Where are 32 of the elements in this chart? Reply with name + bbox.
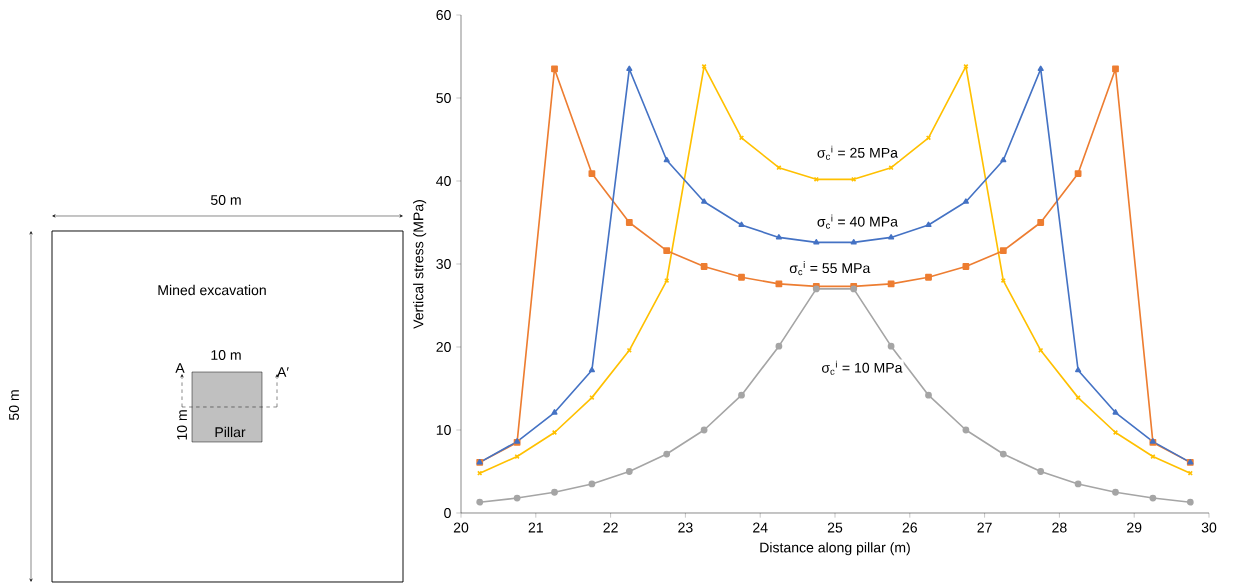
series-label: σ$_{c}$$^{i}$ = 25 MPa: [817, 145, 898, 160]
y-tick-label: 40: [436, 176, 451, 186]
series-label: σ$_{c}$$^{i}$ = 10 MPa: [821, 360, 903, 375]
x-tick-label: 24: [753, 522, 768, 533]
text: 10 m: [177, 410, 187, 440]
x-tick-label: 29: [1127, 522, 1142, 533]
text: A′: [277, 367, 289, 377]
x-axis-title: Distance along pillar (m): [760, 542, 910, 556]
y-axis-title: Vertical stress (MPa): [413, 200, 427, 329]
x-tick-label: 22: [603, 522, 618, 533]
y-tick-label: 20: [436, 342, 451, 352]
x-tick-label: 23: [678, 522, 693, 533]
text: 50 m: [210, 195, 241, 205]
y-tick-label: 50: [436, 93, 451, 103]
series-label: σ$_{c}$$^{i}$ = 40 MPa: [817, 214, 898, 229]
x-tick-label: 30: [1201, 522, 1217, 533]
x-tick-label: 26: [902, 522, 917, 533]
x-tick-label: 20: [453, 522, 469, 533]
series-label: σ$_{c}$$^{i}$ = 55 MPa: [789, 261, 871, 276]
x-tick-label: 28: [1052, 522, 1067, 533]
text: A: [175, 363, 185, 373]
text: Mined excavation: [158, 284, 266, 296]
y-tick-label: 60: [436, 10, 451, 20]
text: 10 m: [211, 350, 241, 360]
x-tick-label: 21: [528, 522, 543, 533]
text: 50 m: [9, 390, 19, 421]
y-tick-label: 30: [436, 259, 451, 269]
x-tick-label: 25: [827, 522, 843, 533]
y-tick-label: 0: [444, 508, 451, 518]
text: Pillar: [215, 426, 246, 438]
y-tick-label: 10: [436, 425, 451, 435]
x-tick-label: 27: [977, 522, 992, 533]
